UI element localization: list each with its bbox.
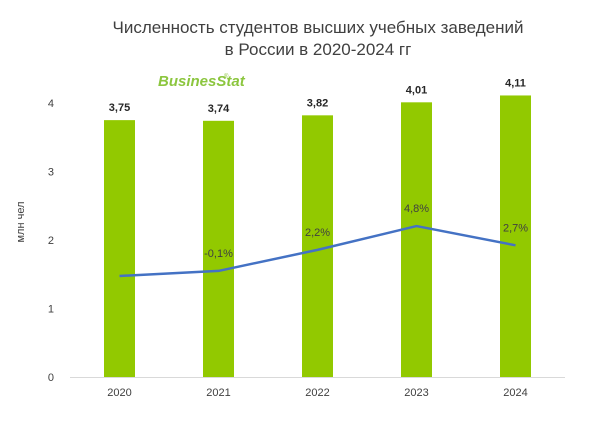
growth-value-label: 2,7%	[503, 222, 528, 234]
bar	[203, 120, 234, 377]
growth-value-label: 4,8%	[404, 203, 429, 215]
x-tick-label: 2022	[305, 387, 329, 399]
logo-text: BusinesStat	[158, 73, 246, 90]
bars	[104, 95, 531, 377]
y-axis-ticks: 0 1 2 3 4	[48, 98, 54, 384]
x-tick-label: 2023	[404, 387, 428, 399]
growth-line-path	[119, 224, 516, 278]
chart-title-line1: Численность студентов высших учебных зав…	[113, 18, 524, 37]
bar	[104, 120, 135, 377]
x-tick-label: 2021	[206, 387, 230, 399]
x-tick-label: 2024	[503, 387, 527, 399]
y-axis-label: млн чел	[15, 201, 27, 242]
y-tick-label: 3	[48, 167, 54, 179]
y-tick-label: 2	[48, 235, 54, 247]
y-tick-label: 1	[48, 304, 54, 316]
x-tick-label: 2020	[107, 387, 131, 399]
growth-value-labels: -0,1% 2,2% 4,8% 2,7%	[204, 203, 528, 260]
bar-value-label: 4,11	[505, 77, 526, 89]
bar-value-labels: 3,75 3,74 3,82 4,01 4,11	[109, 77, 526, 114]
growth-value-label: 2,2%	[305, 227, 330, 239]
bar	[401, 102, 432, 377]
businesstat-logo: BusinesStat ®	[158, 73, 246, 90]
bar-value-label: 4,01	[406, 84, 427, 96]
y-tick-label: 4	[48, 98, 54, 110]
bar-value-label: 3,75	[109, 102, 130, 114]
growth-line	[119, 224, 516, 278]
y-tick-label: 0	[48, 372, 54, 384]
logo-registered-mark: ®	[224, 73, 229, 80]
chart-title-line2: в России в 2020-2024 гг	[225, 40, 412, 59]
bar	[500, 95, 531, 377]
bar-value-label: 3,82	[307, 97, 328, 109]
bar-value-label: 3,74	[208, 103, 230, 115]
growth-value-label: -0,1%	[204, 248, 233, 260]
x-axis-ticks: 2020 2021 2022 2023 2024	[107, 387, 527, 399]
